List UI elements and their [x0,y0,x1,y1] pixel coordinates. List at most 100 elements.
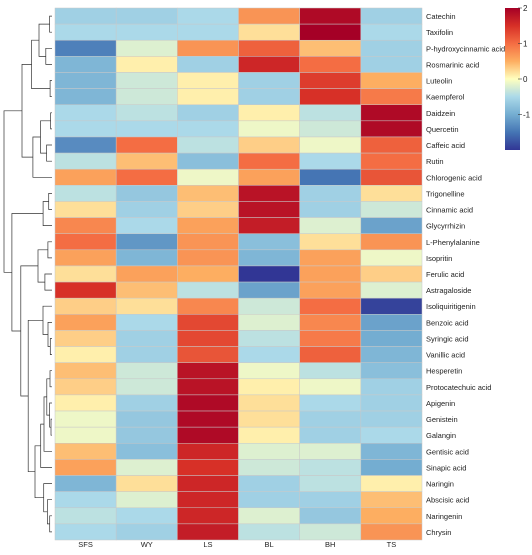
heatmap-cell [360,7,423,25]
heatmap-cell [177,507,239,525]
heatmap-cell [115,152,178,170]
heatmap-cell [299,426,362,444]
heatmap-cell [360,168,423,186]
dendrogram-branch [40,423,52,468]
row-label: Hesperetin [426,367,462,376]
dendrogram-branch [34,445,44,499]
heatmap-cell [360,394,423,412]
heatmap-cell [299,346,362,363]
heatmap-cell [177,201,239,218]
heatmap-cell [115,217,178,234]
heatmap-cell [54,217,117,234]
heatmap-cell [299,281,362,299]
column-label: TS [387,540,397,549]
heatmap-cell [177,346,239,363]
heatmap-cell [54,185,117,202]
heatmap-cell [177,443,239,460]
heatmap-cell [54,523,117,541]
dendrogram-branch [37,249,48,283]
dendrogram-branch [48,193,52,210]
heatmap-cell [360,523,423,541]
heatmap-cell [299,152,362,170]
heatmap-cell [299,459,362,476]
column-label: WY [141,540,153,549]
heatmap-cell [360,72,423,89]
heatmap-cell [360,265,423,283]
heatmap-cell [115,426,178,444]
heatmap-cell [299,362,362,380]
row-label: Abscisic acid [426,496,469,505]
heatmap-cell [299,136,362,154]
heatmap-cell [299,56,362,73]
heatmap-cell [360,136,423,154]
heatmap-cell [238,233,300,251]
row-label: Daidzein [426,109,455,118]
heatmap-cell [238,346,300,363]
heatmap-cell [238,136,300,154]
row-label: Luteolin [426,77,452,86]
dendrogram-branch [11,213,44,332]
heatmap-cell [360,362,423,380]
column-labels: SFS WY LS BL BH TS [78,540,396,549]
heatmap-cell [360,314,423,331]
heatmap-cell [177,459,239,476]
row-label: Naringin [426,480,454,489]
heatmap-cell [115,72,178,89]
heatmap-cell [115,410,178,428]
heatmap-cell [238,426,300,444]
color-legend: 2 1 0 -1 [505,4,531,150]
dendrogram-branch [44,273,52,291]
heatmap-cell [54,249,117,267]
heatmap-cell [115,39,178,57]
heatmap-cell [54,7,117,25]
heatmap-cell [54,475,117,492]
heatmap-cell [299,330,362,347]
heatmap-cell [238,201,300,218]
heatmap-cell [238,120,300,138]
column-label: SFS [78,540,93,549]
heatmap-cell [54,88,117,105]
heatmap-cell [360,507,423,525]
heatmap-cell [238,265,300,283]
heatmap-cell [360,426,423,444]
heatmap-cell [54,265,117,283]
heatmap-cell [299,297,362,315]
heatmap-cell [177,249,239,267]
heatmap-cell [360,201,423,218]
dendrogram-branch [46,144,52,162]
row-label: Taxifolin [426,28,453,37]
row-label: Protocatechuic acid [426,383,491,392]
dendrogram-branch [47,241,52,259]
column-label: LS [203,540,212,549]
heatmap-cell [177,297,239,315]
heatmap-cell [54,426,117,444]
heatmap-cells [54,7,423,541]
heatmap-cell [177,410,239,428]
heatmap-cell [299,475,362,492]
heatmap-cell [360,330,423,347]
heatmap-cell [238,297,300,315]
heatmap-cell [360,297,423,315]
heatmap-cell [299,378,362,396]
heatmap-cell [177,523,239,541]
heatmap-cell [115,185,178,202]
heatmap-cell [238,152,300,170]
heatmap-cell [177,491,239,509]
heatmap-cell [299,72,362,89]
row-label: Chlorogenic acid [426,173,482,182]
heatmap-cell [177,72,239,89]
heatmap-cell [360,120,423,138]
heatmap-cell [238,330,300,347]
row-label: Quercetin [426,125,459,134]
heatmap-cell [115,491,178,509]
heatmap-cell [54,136,117,154]
heatmap-cell [54,459,117,476]
heatmap-cell [54,297,117,315]
row-label: Astragaloside [426,286,471,295]
heatmap-cell [238,491,300,509]
dendrogram-branch [32,136,52,178]
heatmap-cell [177,168,239,186]
heatmap-cell [299,507,362,525]
